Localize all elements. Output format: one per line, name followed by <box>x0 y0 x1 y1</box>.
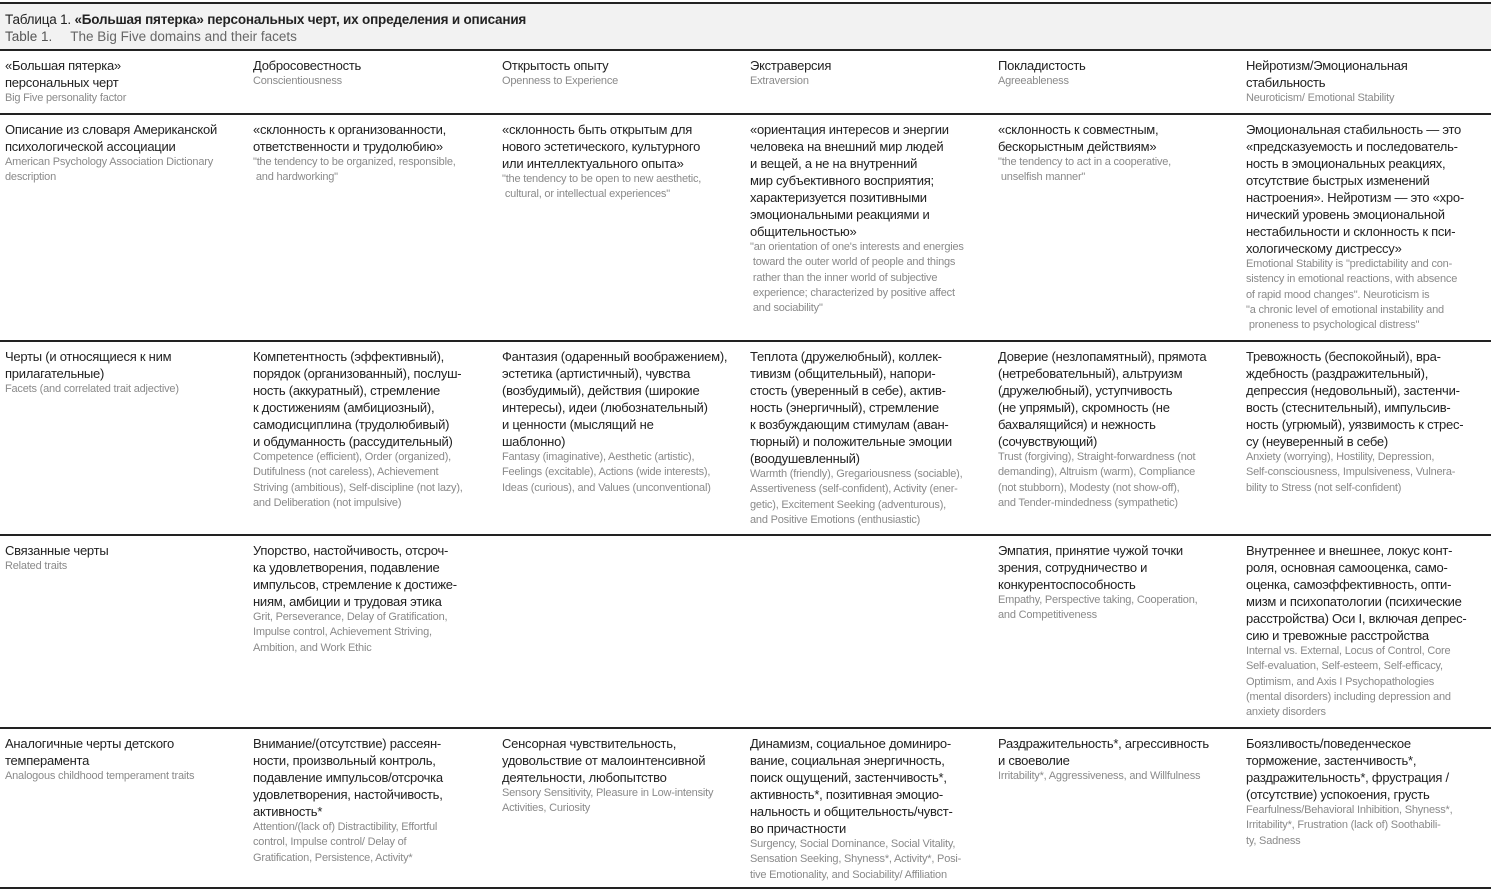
table-cell: Динамизм, социальное доминиро- вание, со… <box>750 735 996 883</box>
table-cell: Компетентность (эффективный), порядок (о… <box>253 348 499 511</box>
cell-text-en: Analogous childhood temperament traits <box>5 770 195 782</box>
row-label-cell: «Большая пятерка» персональных черт Big F… <box>5 57 251 106</box>
cell-text-en: "the tendency to act in a cooperative, u… <box>998 156 1172 184</box>
caption-en-title: The Big Five domains and their facets <box>70 29 297 44</box>
cell-text-ru: Компетентность (эффективный), порядок (о… <box>253 349 462 449</box>
caption-en: Table 1. The Big Five domains and their f… <box>5 29 297 44</box>
cell-text-ru: Эмпатия, принятие чужой точки зрения, со… <box>998 543 1183 592</box>
table-cell: Упорство, настойчивость, отсроч- ка удов… <box>253 542 499 656</box>
cell-text-ru: «склонность к организованности, ответств… <box>253 122 447 154</box>
cell-text-en: "an orientation of one's interests and e… <box>750 241 964 315</box>
cell-text-ru: Доверие (незлопамятный), прямота (нетреб… <box>998 349 1207 449</box>
header-row: «Большая пятерка» персональных черт Big F… <box>0 51 1491 115</box>
caption-ru-label: Таблица 1. <box>5 12 75 27</box>
row-label-cell: Связанные черты Related traits <box>5 542 251 574</box>
cell-text-ru: Добросовестность <box>253 58 362 73</box>
cell-text-ru: Сенсорная чувствительность, удовольствие… <box>502 736 706 785</box>
cell-text-ru: Эмоциональная стабильность — это «предск… <box>1246 122 1464 256</box>
table-cell: Раздражительность*, агрессивность и свое… <box>998 735 1244 784</box>
cell-text-en: Openness to Experience <box>502 75 619 87</box>
description-row: Описание из словаря Американской психоло… <box>0 115 1491 342</box>
cell-text-en: Related traits <box>5 560 68 572</box>
cell-text-ru: Описание из словаря Американской психоло… <box>5 122 217 154</box>
cell-text-en: "the tendency to be organized, responsib… <box>253 156 456 184</box>
table-cell: Доверие (незлопамятный), прямота (нетреб… <box>998 348 1244 511</box>
cell-text-ru: Внимание/(отсутствие) рассеян- ности, пр… <box>253 736 443 819</box>
caption-ru: Таблица 1. «Большая пятерка» персональны… <box>5 12 526 27</box>
cell-text-en: Surgency, Social Dominance, Social Vital… <box>750 838 962 881</box>
row-label-cell: Описание из словаря Американской психоло… <box>5 121 251 186</box>
table-cell: Эмоциональная стабильность — это «предск… <box>1246 121 1491 333</box>
table-cell: «склонность к организованности, ответств… <box>253 121 499 186</box>
cell-text-en: Neuroticism/ Emotional Stability <box>1246 92 1395 104</box>
cell-text-ru: Упорство, настойчивость, отсроч- ка удов… <box>253 543 457 609</box>
table-cell: Открытость опыту Openness to Experience <box>502 57 748 89</box>
cell-text-en: Grit, Perseverance, Delay of Gratificati… <box>253 611 448 654</box>
table-cell: «склонность к совместным, бескорыстным д… <box>998 121 1244 186</box>
table-cell: Теплота (дружелюбный), коллек- тивизм (о… <box>750 348 996 528</box>
cell-text-en: American Psychology Association Dictiona… <box>5 156 214 184</box>
cell-text-en: Fantasy (imaginative), Aesthetic (artist… <box>502 451 711 494</box>
table-cell: Тревожность (беспокойный), вра- ждебност… <box>1246 348 1491 496</box>
table-cell: Внимание/(отсутствие) рассеян- ности, пр… <box>253 735 499 866</box>
cell-text-en: "the tendency to be open to new aestheti… <box>502 173 702 201</box>
table-cell: «склонность быть открытым для нового эст… <box>502 121 748 203</box>
table-cell: Эмпатия, принятие чужой точки зрения, со… <box>998 542 1244 624</box>
cell-text-ru: Фантазия (одаренный воображением), эстет… <box>502 349 728 449</box>
cell-text-ru: Аналогичные черты детского темперамента <box>5 736 174 768</box>
cell-text-en: Anxiety (worrying), Hostility, Depressio… <box>1246 451 1456 494</box>
cell-text-ru: Раздражительность*, агрессивность и свое… <box>998 736 1209 768</box>
table-cell: Боязливость/поведенческое торможение, за… <box>1246 735 1491 849</box>
related-traits-row: Связанные черты Related traits Упорство, н… <box>0 536 1491 729</box>
cell-text-en: Agreeableness <box>998 75 1069 87</box>
cell-text-en: Fearfulness/Behavioral Inhibition, Shyne… <box>1246 804 1453 847</box>
cell-text-ru: Связанные черты <box>5 543 109 558</box>
cell-text-ru: Покладистость <box>998 58 1086 73</box>
table-cell: Сенсорная чувствительность, удовольствие… <box>502 735 748 817</box>
cell-text-ru: Экстраверсия <box>750 58 832 73</box>
cell-text-ru: Нейротизм/Эмоциональная стабильность <box>1246 58 1408 90</box>
cell-text-en: Warmth (friendly), Gregariousness (socia… <box>750 468 963 526</box>
cell-text-en: Emotional Stability is "predictability a… <box>1246 258 1458 332</box>
cell-text-ru: Тревожность (беспокойный), вра- ждебност… <box>1246 349 1464 449</box>
table-cell: Нейротизм/Эмоциональная стабильность Neur… <box>1246 57 1491 106</box>
cell-text-en: Extraversion <box>750 75 809 87</box>
childhood-traits-row: Аналогичные черты детского темперамента A… <box>0 729 1491 889</box>
cell-text-ru: Черты (и относящиеся к ним прилагательны… <box>5 349 172 381</box>
cell-text-en: Sensory Sensitivity, Pleasure in Low-int… <box>502 787 714 815</box>
facets-row: Черты (и относящиеся к ним прилагательны… <box>0 342 1491 536</box>
table-caption: Таблица 1. «Большая пятерка» персональны… <box>0 2 1491 51</box>
caption-ru-title: «Большая пятерка» персональных черт, их … <box>74 12 527 27</box>
cell-text-ru: Теплота (дружелюбный), коллек- тивизм (о… <box>750 349 952 466</box>
table-cell: Экстраверсия Extraversion <box>750 57 996 89</box>
cell-text-en: Empathy, Perspective taking, Cooperation… <box>998 594 1198 622</box>
cell-text-ru: Открытость опыту <box>502 58 609 73</box>
caption-en-label: Table 1. <box>5 29 53 44</box>
table-cell: «ориентация интересов и энергии человека… <box>750 121 996 316</box>
cell-text-ru: Боязливость/поведенческое торможение, за… <box>1246 736 1449 802</box>
cell-text-ru: «Большая пятерка» персональных черт <box>5 58 121 90</box>
cell-text-ru: «склонность быть открытым для нового эст… <box>502 122 701 171</box>
cell-text-en: Competence (efficient), Order (organized… <box>253 451 463 509</box>
cell-text-en: Attention/(lack of) Distractibility, Eff… <box>253 821 438 864</box>
table-cell: Добросовестность Conscientiousness <box>253 57 499 89</box>
cell-text-en: Facets (and correlated trait adjective) <box>5 383 179 395</box>
cell-text-ru: «склонность к совместным, бескорыстным д… <box>998 122 1159 154</box>
cell-text-en: Internal vs. External, Locus of Control,… <box>1246 645 1451 719</box>
cell-text-ru: Внутреннее и внешнее, локус конт- роля, … <box>1246 543 1467 643</box>
row-label-cell: Аналогичные черты детского темперамента A… <box>5 735 251 784</box>
cell-text-en: Irritability*, Aggressiveness, and Willf… <box>998 770 1201 782</box>
table-cell: Внутреннее и внешнее, локус конт- роля, … <box>1246 542 1491 720</box>
cell-text-en: Big Five personality factor <box>5 92 127 104</box>
cell-text-ru: Динамизм, социальное доминиро- вание, со… <box>750 736 953 836</box>
cell-text-en: Conscientiousness <box>253 75 342 87</box>
table-cell: Покладистость Agreeableness <box>998 57 1244 89</box>
cell-text-ru: «ориентация интересов и энергии человека… <box>750 122 949 239</box>
cell-text-en: Trust (forgiving), Straight-forwardness … <box>998 451 1196 509</box>
row-label-cell: Черты (и относящиеся к ним прилагательны… <box>5 348 251 397</box>
table-cell: Фантазия (одаренный воображением), эстет… <box>502 348 748 496</box>
